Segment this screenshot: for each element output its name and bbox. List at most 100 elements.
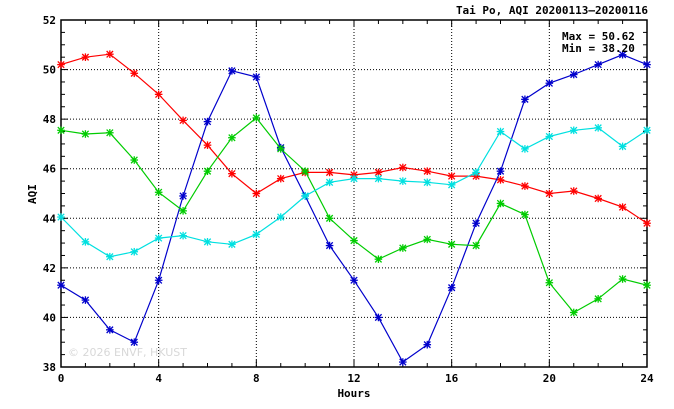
y-tick-label: 52: [43, 14, 56, 27]
data-point: [545, 79, 554, 88]
data-point: [228, 169, 236, 178]
series-1: [57, 50, 651, 228]
y-axis-ticks: 38 40 42 44 46 48 50 52: [43, 14, 647, 374]
data-point: [569, 308, 578, 317]
data-point: [106, 326, 114, 334]
x-tick-label: 8: [253, 372, 260, 385]
data-point: [594, 124, 602, 132]
data-point: [228, 240, 236, 249]
data-point: [569, 126, 578, 135]
x-axis-ticks: 0 4 8 12 16 20 24: [58, 20, 654, 385]
data-point: [252, 73, 261, 81]
data-point: [545, 132, 554, 141]
data-point: [643, 219, 651, 228]
x-tick-label: 16: [445, 372, 459, 385]
data-point: [203, 141, 212, 149]
data-point: [496, 127, 505, 136]
data-point: [545, 189, 554, 198]
y-tick-label: 40: [43, 311, 56, 324]
data-point: [521, 95, 529, 104]
data-point: [325, 214, 334, 223]
data-point: [276, 174, 285, 183]
data-point: [594, 295, 602, 303]
chart-title: Tai Po, AQI 20200113–20200116: [456, 4, 648, 17]
data-point: [130, 338, 139, 347]
data-point: [447, 283, 456, 292]
data-point: [106, 252, 114, 261]
x-tick-label: 20: [543, 372, 556, 385]
data-point: [81, 130, 90, 138]
y-tick-label: 44: [43, 212, 57, 225]
data-point: [399, 358, 407, 366]
data-point: [130, 156, 139, 164]
data-point: [521, 210, 529, 219]
y-tick-label: 46: [43, 163, 57, 176]
data-point: [252, 189, 261, 198]
data-point: [57, 126, 65, 135]
data-point: [57, 60, 65, 69]
data-point: [325, 168, 334, 177]
data-point: [130, 69, 139, 78]
data-point: [203, 117, 212, 126]
data-point: [472, 168, 480, 177]
data-point: [81, 296, 90, 304]
data-point: [521, 145, 529, 153]
data-point: [643, 281, 651, 290]
data-point: [179, 192, 187, 200]
data-point: [569, 70, 578, 79]
data-point: [618, 50, 627, 59]
series-3: [57, 114, 651, 317]
data-point: [569, 187, 578, 195]
data-point: [179, 116, 187, 125]
y-axis-label: AQI: [26, 184, 39, 204]
data-point: [228, 67, 236, 75]
data-point: [57, 213, 65, 221]
x-tick-label: 12: [347, 372, 360, 385]
data-point: [643, 126, 651, 135]
data-point: [276, 145, 285, 153]
data-point: [399, 244, 407, 252]
data-point: [154, 276, 163, 285]
data-point: [521, 182, 529, 190]
data-point: [154, 188, 163, 197]
data-point: [643, 60, 651, 69]
data-point: [154, 234, 163, 242]
data-point: [106, 50, 114, 59]
data-point: [228, 133, 236, 142]
data-point: [447, 181, 456, 189]
data-point: [301, 192, 309, 200]
data-point: [545, 278, 554, 287]
data-point: [594, 194, 602, 203]
y-tick-label: 50: [43, 64, 56, 77]
max-annotation: Max = 50.62: [562, 30, 635, 43]
data-point: [179, 207, 187, 215]
data-point: [472, 241, 480, 250]
data-point: [423, 167, 432, 175]
min-annotation: Min = 38.20: [562, 42, 635, 55]
y-tick-label: 38: [43, 361, 56, 374]
data-point: [350, 236, 358, 245]
data-point: [252, 230, 261, 239]
data-point: [154, 90, 163, 99]
data-point: [618, 142, 627, 151]
data-point: [106, 128, 114, 137]
copyright-watermark: © 2026 ENVF, HKUST: [68, 346, 187, 359]
data-point: [301, 167, 309, 175]
grid-lines: [61, 20, 647, 367]
data-point: [57, 281, 65, 290]
data-point: [496, 167, 505, 175]
data-point: [374, 255, 383, 263]
data-point: [325, 178, 334, 187]
data-point: [179, 231, 187, 240]
data-point: [252, 114, 261, 122]
series-4: [57, 124, 651, 261]
data-point: [618, 275, 627, 283]
data-point: [423, 235, 432, 244]
y-tick-label: 48: [43, 113, 56, 126]
data-point: [350, 174, 358, 183]
data-point: [496, 199, 505, 208]
data-point: [325, 241, 334, 250]
data-point: [203, 167, 212, 175]
data-point: [203, 238, 212, 246]
